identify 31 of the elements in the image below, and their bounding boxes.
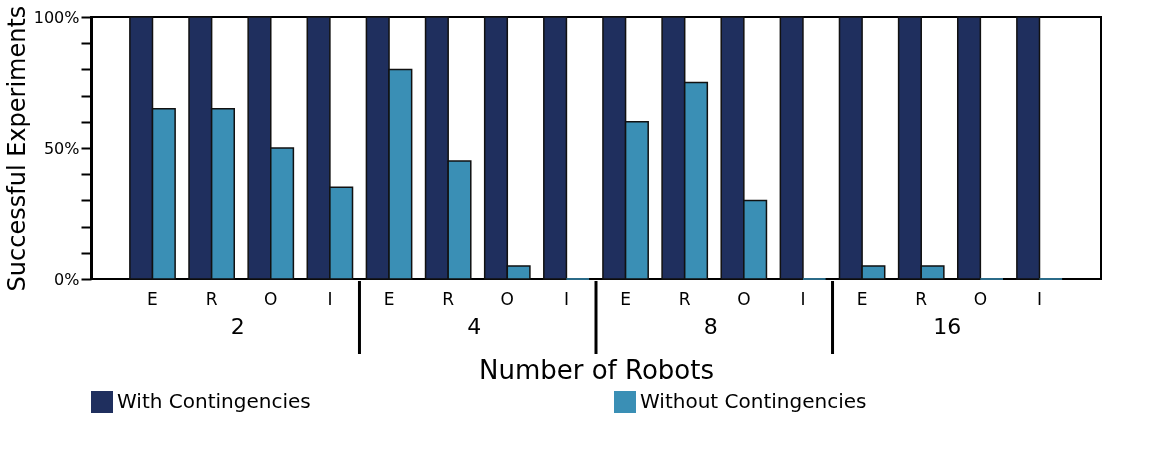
x-tick-label: O xyxy=(973,288,988,309)
x-tick-label: R xyxy=(205,288,218,309)
x-tick-label: I xyxy=(800,288,806,309)
bar xyxy=(779,16,804,280)
legend-label: Without Contingencies xyxy=(640,389,867,413)
text: 2 xyxy=(230,314,245,339)
text: 4 xyxy=(467,314,482,339)
x-tick-label: E xyxy=(856,288,868,309)
x-tick-label: I xyxy=(327,288,333,309)
x-tick-label: R xyxy=(678,288,691,309)
bar xyxy=(956,16,982,280)
text: 8 xyxy=(703,314,718,339)
x-tick-label: I xyxy=(1036,288,1043,309)
legend-label: With Contingencies xyxy=(117,389,311,413)
text: 16 xyxy=(933,314,962,339)
x-tick-label: E xyxy=(147,288,158,309)
x-tick-label: E xyxy=(620,288,631,309)
x-tick-label: I xyxy=(563,288,569,309)
bar xyxy=(1016,16,1041,280)
y-tick-label: 50% xyxy=(43,138,80,158)
y-tick-label: 0% xyxy=(54,269,80,289)
x-tick-label: O xyxy=(500,288,514,309)
y-tick-label: 100% xyxy=(33,7,80,27)
x-tick-label: O xyxy=(737,288,751,309)
x-axis-title: Number of Robots xyxy=(479,354,714,385)
x-tick-label: O xyxy=(264,288,278,309)
x-tick-label: R xyxy=(915,288,928,309)
x-tick-label: R xyxy=(442,288,455,309)
x-tick-label: E xyxy=(383,288,395,309)
bar xyxy=(543,16,568,280)
y-axis-title: Successful Experiments xyxy=(2,5,31,292)
